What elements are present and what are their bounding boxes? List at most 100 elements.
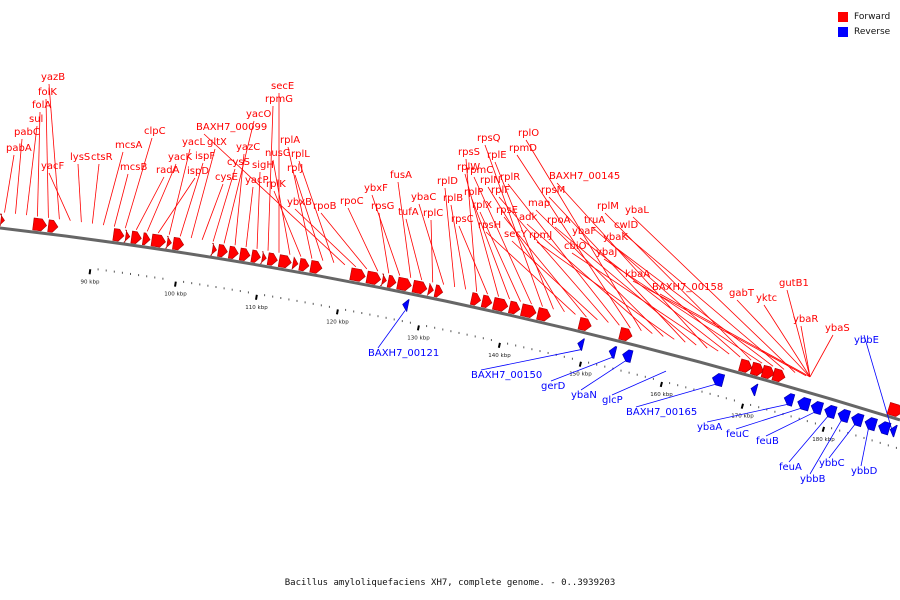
forward-gene-label: truA bbox=[584, 215, 605, 226]
tick-label: 170 kbp bbox=[731, 414, 754, 420]
forward-gene-label: fusA bbox=[390, 170, 412, 181]
reverse-gene-label: BAXH7_00165 bbox=[626, 407, 697, 418]
reverse-leader bbox=[706, 403, 788, 423]
forward-leader bbox=[507, 183, 620, 326]
forward-gene bbox=[738, 358, 753, 373]
minor-tick bbox=[758, 406, 760, 409]
minor-tick bbox=[571, 357, 573, 360]
forward-leader bbox=[91, 163, 100, 224]
reverse-leader bbox=[480, 349, 581, 371]
genome-backbone bbox=[0, 226, 900, 422]
forward-gene-label: lysS bbox=[70, 152, 90, 163]
minor-tick bbox=[113, 270, 115, 273]
forward-gene-label: ybaC bbox=[411, 192, 436, 203]
forward-leader bbox=[535, 209, 664, 337]
forward-leader bbox=[786, 289, 811, 377]
forward-genes bbox=[0, 213, 900, 417]
forward-gene bbox=[32, 217, 47, 232]
forward-leader bbox=[464, 173, 499, 297]
reverse-gene bbox=[750, 383, 759, 397]
forward-leader bbox=[135, 176, 165, 230]
minor-tick bbox=[288, 298, 290, 301]
reverse-leader bbox=[580, 360, 626, 391]
forward-gene-label: pabA bbox=[6, 143, 32, 154]
forward-gene bbox=[141, 232, 151, 246]
reverse-leader bbox=[788, 415, 829, 463]
forward-leader bbox=[525, 139, 642, 332]
forward-gene-label: clpC bbox=[144, 126, 166, 137]
minor-tick bbox=[482, 337, 484, 340]
forward-gene bbox=[426, 283, 434, 296]
legend-forward: Forward bbox=[838, 9, 890, 24]
forward-gene bbox=[266, 252, 278, 266]
genome-caption: Bacillus amyloliquefaciens XH7, complete… bbox=[284, 578, 616, 588]
minor-tick bbox=[304, 301, 306, 304]
minor-tick bbox=[733, 399, 735, 402]
forward-gene-label: rplR bbox=[500, 172, 520, 183]
forward-gene-label: yazB bbox=[41, 72, 65, 83]
minor-tick bbox=[442, 328, 444, 331]
minor-tick bbox=[138, 274, 140, 277]
forward-leader bbox=[102, 151, 124, 226]
minor-tick bbox=[871, 439, 873, 442]
minor-tick bbox=[531, 348, 533, 351]
forward-gene-label: ybaJ bbox=[596, 247, 617, 258]
forward-gene-label: secY bbox=[504, 229, 528, 240]
forward-leader bbox=[298, 160, 335, 263]
minor-tick bbox=[588, 361, 590, 364]
forward-gene-label: rpmG bbox=[265, 94, 293, 105]
forward-gene bbox=[259, 251, 267, 264]
reverse-gene bbox=[783, 393, 796, 407]
minor-tick bbox=[515, 344, 517, 347]
forward-leader bbox=[473, 176, 532, 305]
minor-tick bbox=[677, 384, 679, 387]
forward-leader bbox=[471, 198, 510, 300]
forward-gene bbox=[298, 258, 310, 272]
forward-leader bbox=[347, 207, 379, 272]
forward-gene-label: map bbox=[528, 198, 550, 209]
minor-tick bbox=[717, 395, 719, 398]
minor-tick bbox=[806, 420, 808, 423]
reverse-gene-label: ybbC bbox=[819, 458, 845, 469]
forward-leader bbox=[37, 111, 41, 217]
forward-gene bbox=[771, 367, 786, 383]
reverse-gene-label: ybbD bbox=[851, 466, 878, 477]
forward-gene-label: rpoA bbox=[547, 215, 571, 226]
tick-label: 160 kbp bbox=[650, 392, 673, 398]
reverse-gene bbox=[711, 373, 726, 387]
forward-leader bbox=[418, 203, 445, 285]
forward-leader bbox=[511, 240, 598, 321]
forward-leader bbox=[526, 223, 653, 334]
forward-leader bbox=[800, 325, 811, 377]
minor-tick bbox=[547, 351, 549, 354]
major-tick bbox=[255, 294, 258, 300]
reverse-gene bbox=[864, 417, 878, 432]
forward-gene bbox=[217, 244, 228, 258]
major-tick bbox=[659, 381, 663, 388]
forward-leader bbox=[556, 182, 708, 349]
forward-swatch bbox=[838, 11, 848, 22]
forward-leader bbox=[430, 219, 434, 283]
minor-tick bbox=[887, 444, 889, 447]
minor-tick bbox=[146, 275, 148, 278]
forward-leader bbox=[267, 105, 274, 251]
forward-gene-label: mcsB bbox=[120, 162, 147, 173]
reverse-gene-label: ybaN bbox=[571, 390, 597, 401]
forward-gene bbox=[277, 254, 292, 269]
minor-tick bbox=[750, 403, 752, 406]
forward-gene-label: rpsE bbox=[496, 205, 518, 216]
forward-leader bbox=[479, 211, 521, 302]
forward-gene-label: rplN bbox=[480, 175, 501, 186]
forward-gene-label: folK bbox=[38, 87, 57, 98]
minor-tick bbox=[183, 280, 185, 283]
major-tick bbox=[174, 281, 177, 287]
forward-leader bbox=[245, 186, 254, 248]
forward-leader bbox=[632, 216, 796, 373]
forward-leader bbox=[485, 231, 576, 315]
forward-gene-label: BAXH7_00158 bbox=[652, 282, 723, 293]
forward-leader bbox=[371, 194, 401, 276]
minor-tick bbox=[97, 268, 99, 271]
forward-leader bbox=[272, 159, 291, 255]
forward-gene bbox=[760, 364, 775, 380]
forward-gene-label: BAXH7_00099 bbox=[196, 122, 267, 133]
